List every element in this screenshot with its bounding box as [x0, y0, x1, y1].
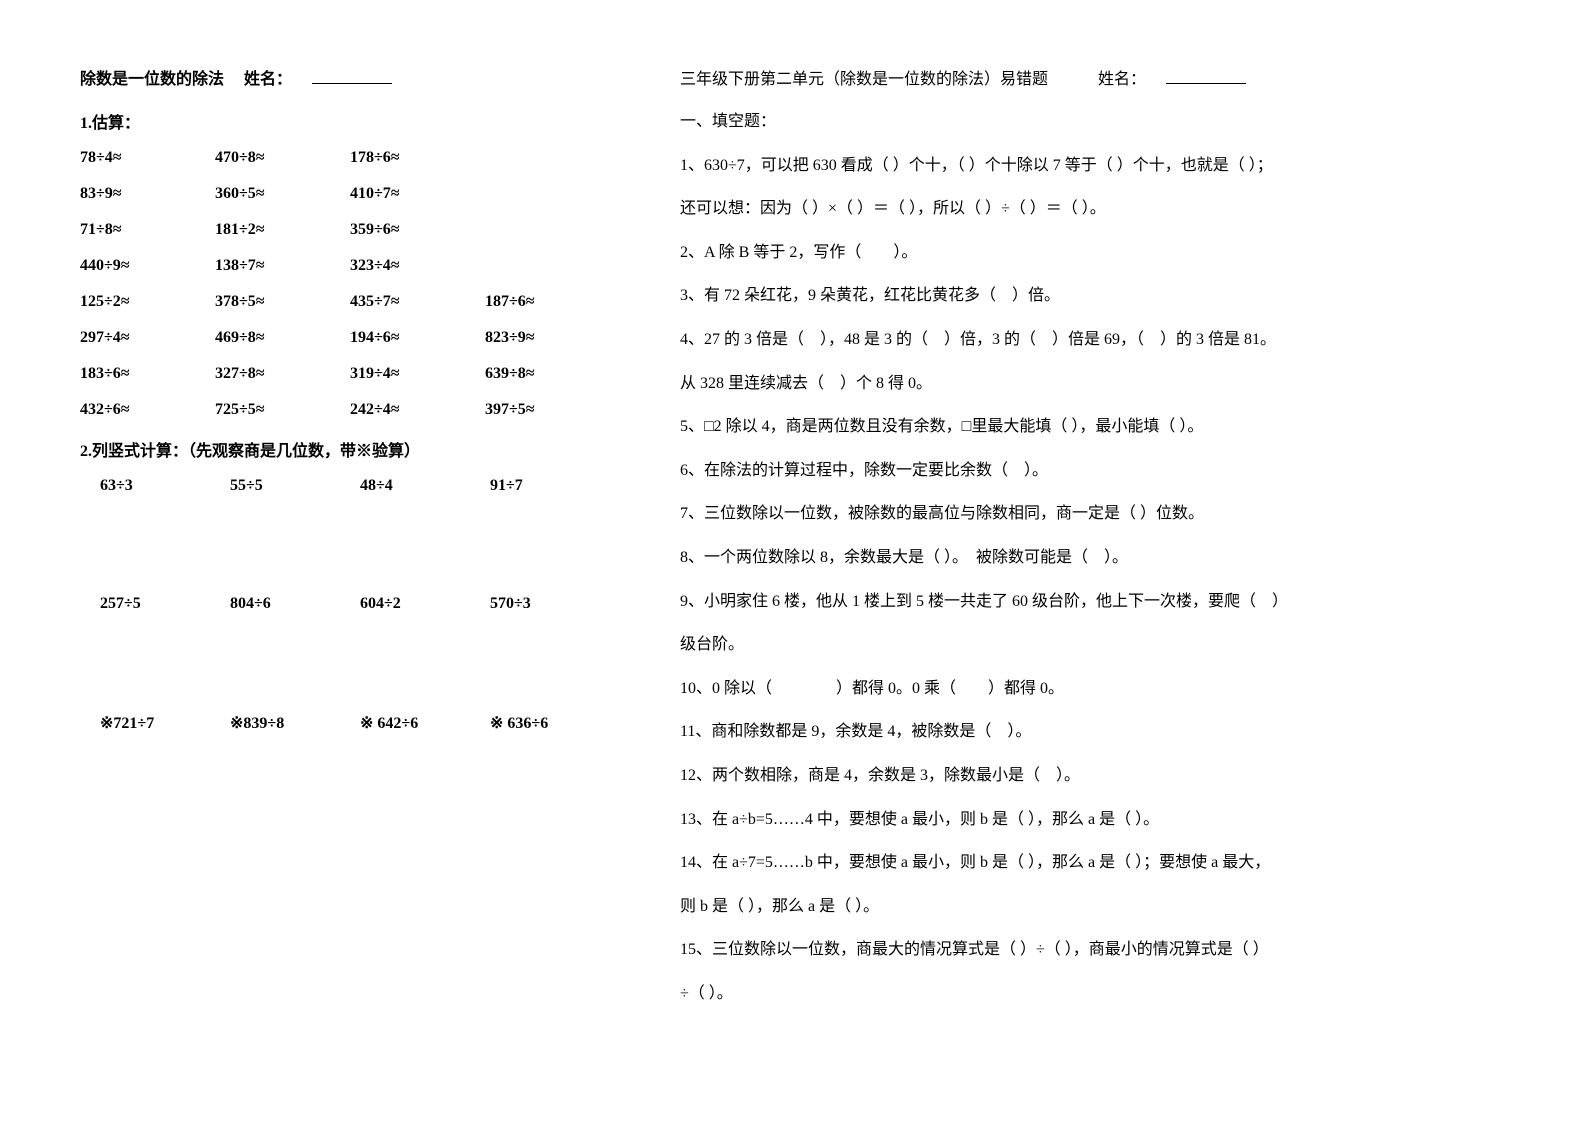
calc-cell: 257÷5 — [100, 595, 230, 613]
estimate-cell: 823÷9≈ — [485, 329, 620, 347]
calc-cell: 55÷5 — [230, 477, 360, 495]
fill-line: 13、在 a÷b=5……4 中，要想使 a 最小，则 b 是（ ），那么 a 是… — [680, 807, 1507, 833]
estimate-cell: 725÷5≈ — [215, 401, 350, 419]
right-section-head: 一、填空题： — [680, 109, 1507, 135]
estimate-cell: 378÷5≈ — [215, 293, 350, 311]
estimate-cell: 181÷2≈ — [215, 221, 350, 239]
section2-head: 2.列竖式计算：（先观察商是几位数，带※验算） — [80, 437, 620, 461]
estimate-cell: 639÷8≈ — [485, 365, 620, 383]
fill-line: 7、三位数除以一位数，被除数的最高位与除数相同，商一定是（ ）位数。 — [680, 501, 1507, 527]
estimate-row: 83÷9≈360÷5≈410÷7≈ — [80, 185, 620, 203]
calc-cell: 63÷3 — [100, 477, 230, 495]
estimate-row: 297÷4≈469÷8≈194÷6≈823÷9≈ — [80, 329, 620, 347]
estimate-cell: 83÷9≈ — [80, 185, 215, 203]
estimate-cell: 360÷5≈ — [215, 185, 350, 203]
estimate-cell: 242÷4≈ — [350, 401, 485, 419]
calc-cell: ※ 636÷6 — [490, 713, 620, 733]
estimate-cell: 297÷4≈ — [80, 329, 215, 347]
estimate-cell: 71÷8≈ — [80, 221, 215, 239]
estimate-cell: 327÷8≈ — [215, 365, 350, 383]
left-column: 除数是一位数的除法 姓名： 1.估算： 78÷4≈470÷8≈178÷6≈ 83÷… — [80, 65, 620, 1057]
fill-line: 还可以想：因为（ ）×（ ）＝（ ），所以（ ）÷（ ）＝（ ）。 — [680, 196, 1507, 222]
right-title-row: 三年级下册第二单元（除数是一位数的除法）易错题 姓名： — [680, 65, 1507, 89]
fill-line: 1、630÷7，可以把 630 看成（ ）个十，（ ）个十除以 7 等于（ ）个… — [680, 153, 1507, 179]
fill-line: 6、在除法的计算过程中，除数一定要比余数（ ）。 — [680, 458, 1507, 484]
estimate-row: 71÷8≈181÷2≈359÷6≈ — [80, 221, 620, 239]
estimate-cell — [485, 185, 620, 203]
fill-container: 1、630÷7，可以把 630 看成（ ）个十，（ ）个十除以 7 等于（ ）个… — [680, 153, 1507, 1007]
estimate-cell: 359÷6≈ — [350, 221, 485, 239]
estimate-cell: 78÷4≈ — [80, 149, 215, 167]
estimate-cell — [485, 149, 620, 167]
calc-row: 63÷355÷548÷491÷7 — [80, 477, 620, 495]
estimate-row: 125÷2≈378÷5≈435÷7≈187÷6≈ — [80, 293, 620, 311]
calc-cell: 91÷7 — [490, 477, 620, 495]
estimate-cell: 183÷6≈ — [80, 365, 215, 383]
calc-cell: 604÷2 — [360, 595, 490, 613]
right-column: 三年级下册第二单元（除数是一位数的除法）易错题 姓名： 一、填空题： 1、630… — [680, 65, 1507, 1057]
fill-line: 3、有 72 朵红花，9 朵黄花，红花比黄花多（ ）倍。 — [680, 283, 1507, 309]
fill-line: 15、三位数除以一位数，商最大的情况算式是（ ）÷（ ），商最小的情况算式是（ … — [680, 937, 1507, 963]
fill-line: 2、A 除 B 等于 2，写作（ ）。 — [680, 240, 1507, 266]
left-name-blank — [312, 68, 392, 84]
estimate-cell: 440÷9≈ — [80, 257, 215, 275]
fill-line: 8、一个两位数除以 8，余数最大是（ ）。 被除数可能是（ ）。 — [680, 545, 1507, 571]
estimate-cell: 410÷7≈ — [350, 185, 485, 203]
estimate-cell — [485, 221, 620, 239]
calc-cell: 48÷4 — [360, 477, 490, 495]
estimate-row: 432÷6≈725÷5≈242÷4≈397÷5≈ — [80, 401, 620, 419]
fill-line: 11、商和除数都是 9，余数是 4，被除数是（ ）。 — [680, 719, 1507, 745]
estimate-cell — [485, 257, 620, 275]
estimate-row: 440÷9≈138÷7≈323÷4≈ — [80, 257, 620, 275]
calc-row: 257÷5804÷6604÷2570÷3 — [80, 595, 620, 613]
estimate-cell: 138÷7≈ — [215, 257, 350, 275]
left-title-row: 除数是一位数的除法 姓名： — [80, 65, 620, 89]
fill-line: 9、小明家住 6 楼，他从 1 楼上到 5 楼一共走了 60 级台阶，他上下一次… — [680, 589, 1507, 615]
left-title: 除数是一位数的除法 — [80, 65, 224, 89]
fill-line: 从 328 里连续减去（ ）个 8 得 0。 — [680, 371, 1507, 397]
estimate-cell: 125÷2≈ — [80, 293, 215, 311]
fill-line: 10、0 除以（ ）都得 0。0 乘（ ）都得 0。 — [680, 676, 1507, 702]
estimate-cell: 187÷6≈ — [485, 293, 620, 311]
calc-container: 63÷355÷548÷491÷7 257÷5804÷6604÷2570÷3 ※721… — [80, 477, 620, 733]
estimate-cell: 435÷7≈ — [350, 293, 485, 311]
calc-cell: ※721÷7 — [100, 713, 230, 733]
calc-cell: 570÷3 — [490, 595, 620, 613]
estimate-cell: 319÷4≈ — [350, 365, 485, 383]
fill-line: ÷（ ）。 — [680, 981, 1507, 1007]
estimate-row: 183÷6≈327÷8≈319÷4≈639÷8≈ — [80, 365, 620, 383]
fill-line: 则 b 是（ ），那么 a 是（ ）。 — [680, 894, 1507, 920]
fill-line: 4、27 的 3 倍是（ ），48 是 3 的（ ）倍，3 的（ ）倍是 69，… — [680, 327, 1507, 353]
estimate-cell: 323÷4≈ — [350, 257, 485, 275]
estimate-cell: 469÷8≈ — [215, 329, 350, 347]
right-name-label: 姓名： — [1098, 65, 1146, 89]
estimate-cell: 397÷5≈ — [485, 401, 620, 419]
estimate-cell: 470÷8≈ — [215, 149, 350, 167]
calc-cell: ※ 642÷6 — [360, 713, 490, 733]
fill-line: 14、在 a÷7=5……b 中，要想使 a 最小，则 b 是（ ），那么 a 是… — [680, 850, 1507, 876]
estimate-cell: 432÷6≈ — [80, 401, 215, 419]
right-name-blank — [1166, 68, 1246, 84]
left-name-label: 姓名： — [244, 65, 292, 89]
fill-line: 级台阶。 — [680, 632, 1507, 658]
fill-line: 5、□2 除以 4，商是两位数且没有余数，□里最大能填（ ），最小能填（ ）。 — [680, 414, 1507, 440]
calc-row: ※721÷7※839÷8※ 642÷6※ 636÷6 — [80, 713, 620, 733]
estimate-cell: 194÷6≈ — [350, 329, 485, 347]
estimate-row: 78÷4≈470÷8≈178÷6≈ — [80, 149, 620, 167]
estimate-container: 78÷4≈470÷8≈178÷6≈83÷9≈360÷5≈410÷7≈71÷8≈1… — [80, 149, 620, 419]
fill-line: 12、两个数相除，商是 4，余数是 3，除数最小是（ ）。 — [680, 763, 1507, 789]
section1-head: 1.估算： — [80, 109, 620, 133]
calc-cell: ※839÷8 — [230, 713, 360, 733]
estimate-cell: 178÷6≈ — [350, 149, 485, 167]
right-title: 三年级下册第二单元（除数是一位数的除法）易错题 — [680, 65, 1048, 89]
calc-cell: 804÷6 — [230, 595, 360, 613]
